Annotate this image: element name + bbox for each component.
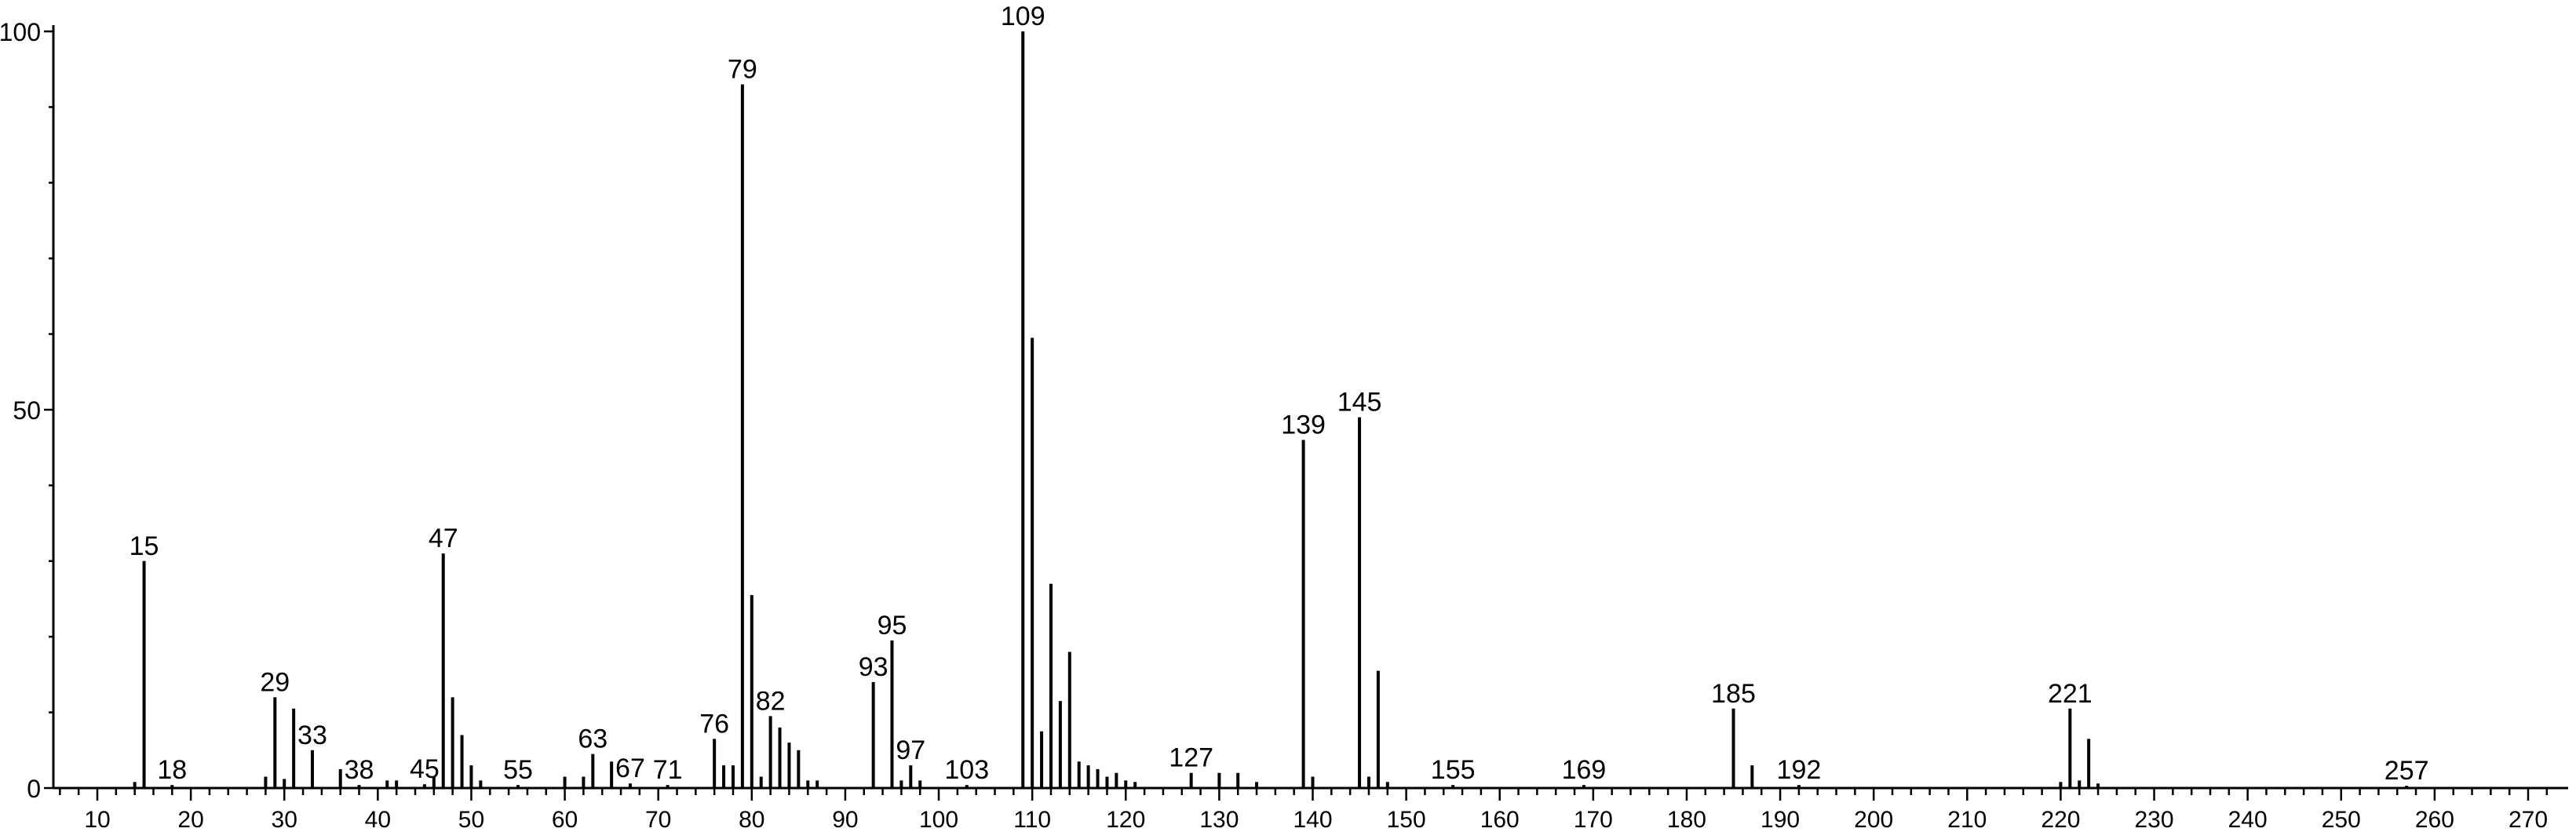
x-tick-label: 40 (365, 807, 391, 832)
x-tick-label: 90 (832, 807, 858, 832)
peak-label: 109 (1001, 2, 1045, 31)
peak-label: 67 (615, 754, 645, 783)
x-tick-label: 120 (1106, 807, 1145, 832)
peak-label: 145 (1337, 388, 1382, 418)
peak-label: 185 (1711, 679, 1756, 709)
peak-label: 71 (653, 755, 683, 785)
peak-label: 79 (728, 54, 757, 84)
peak-label: 45 (410, 754, 440, 784)
peak-label: 29 (260, 667, 290, 697)
x-tick-label: 230 (2135, 807, 2174, 832)
y-tick-label: 50 (13, 396, 41, 425)
peak-label: 47 (429, 524, 458, 553)
x-tick-label: 250 (2322, 807, 2361, 832)
peak-label: 33 (297, 721, 327, 750)
peak-label: 139 (1281, 411, 1326, 440)
x-tick-label: 160 (1480, 807, 1520, 832)
peak-label: 257 (2384, 756, 2429, 786)
x-tick-label: 150 (1387, 807, 1426, 832)
x-tick-label: 170 (1574, 807, 1613, 832)
peak-label: 155 (1431, 755, 1476, 785)
axes (52, 25, 2568, 790)
peak-label: 103 (944, 755, 989, 785)
peak-label: 55 (503, 755, 533, 785)
x-tick-label: 200 (1854, 807, 1893, 832)
peak-label: 82 (756, 686, 786, 716)
peak-label: 95 (878, 611, 907, 640)
peak-label: 93 (859, 652, 888, 682)
y-tick-label: 100 (0, 18, 41, 46)
x-tick-label: 240 (2228, 807, 2268, 832)
peak-label: 169 (1562, 755, 1607, 785)
peak-label: 76 (699, 709, 729, 739)
x-tick-label: 260 (2415, 807, 2454, 832)
x-tick-label: 100 (919, 807, 958, 832)
peak-label: 18 (157, 755, 187, 785)
x-tick-label: 10 (84, 807, 110, 832)
peak-label: 192 (1777, 755, 1822, 785)
x-tick-label: 60 (552, 807, 578, 832)
x-tick-label: 180 (1667, 807, 1706, 832)
x-tick-label: 30 (272, 807, 297, 832)
spectrum-peaks (133, 31, 2409, 788)
peak-label: 221 (2048, 679, 2093, 709)
y-tick-label: 0 (27, 775, 41, 803)
x-tick-label: 270 (2508, 807, 2548, 832)
x-tick-label: 70 (645, 807, 671, 832)
y-axis-ticks: 0 50 100 (0, 18, 53, 803)
x-tick-label: 110 (1013, 807, 1051, 832)
peak-label: 97 (896, 735, 925, 765)
x-tick-label: 50 (458, 807, 484, 832)
peak-label: 15 (130, 531, 159, 561)
x-tick-label: 130 (1199, 807, 1239, 832)
peak-label: 38 (345, 755, 374, 785)
x-tick-label: 220 (2041, 807, 2080, 832)
x-tick-label: 190 (1761, 807, 1800, 832)
x-tick-label: 140 (1293, 807, 1332, 832)
peak-label: 63 (578, 724, 608, 754)
x-tick-label: 20 (177, 807, 203, 832)
x-tick-label: 210 (1947, 807, 1987, 832)
peak-label: 127 (1169, 743, 1213, 773)
x-axis-ticks: 10 20 30 40 50 60 70 80 90 100 110 120 130 140 150 160 1… (59, 788, 2549, 832)
x-tick-label: 80 (739, 807, 764, 832)
